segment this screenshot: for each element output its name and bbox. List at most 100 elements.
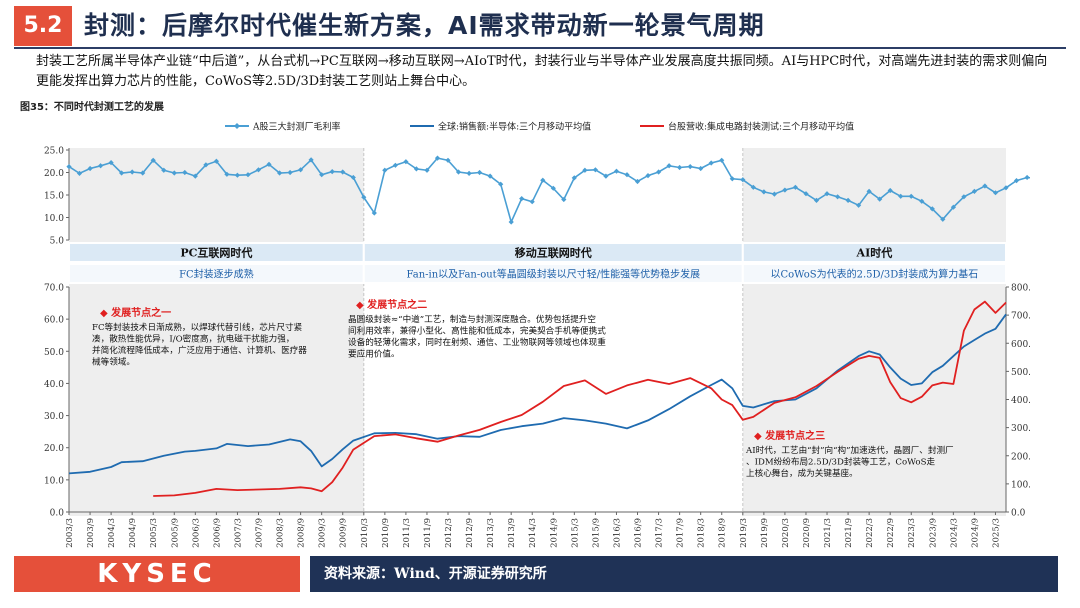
gross-margin-point (666, 163, 672, 169)
page-title: 封测：后摩尔时代催生新方案，AI需求带动新一轮景气周期 (84, 11, 765, 40)
gross-margin-point (992, 190, 999, 196)
annotation-1-line: 并简化流程降低成本，广泛应用于通信、计算机、医疗器 (92, 344, 307, 356)
source-bar: 资料来源：Wind、开源证券研究所 (310, 556, 1058, 592)
era-desc-3: 以CoWoS为代表的2.5D/3D封装成为算力基石 (770, 268, 978, 281)
gross-margin-point (266, 161, 272, 167)
gross-margin-point (908, 193, 914, 199)
gross-margin-point (740, 177, 746, 183)
gross-margin-point (961, 194, 967, 200)
gross-margin-point (498, 181, 504, 187)
era-chart: A股三大封测厂毛利率 全球:销售额:半导体:三个月移动平均值 台股营收:集成电路封装… (44, 121, 1030, 548)
x-tick-label: 2007/9 (255, 518, 265, 548)
gross-margin-point (761, 189, 767, 195)
x-tick-label: 2016/9 (634, 518, 644, 548)
annotation-1-title: ◆ 发展节点之一 (100, 306, 171, 319)
right-y-tick-label: 200.0 (1011, 452, 1030, 462)
gross-margin-point (66, 164, 72, 170)
x-tick-label: 2011/9 (423, 518, 433, 548)
gross-margin-point (203, 162, 209, 168)
era-desc-band-3 (741, 263, 1007, 284)
gross-margin-point (455, 169, 462, 175)
gross-margin-point (592, 167, 598, 173)
gross-margin-point (571, 175, 577, 181)
left-y-tick-label: 60.0 (44, 316, 64, 326)
gross-margin-point (540, 177, 546, 183)
gross-margin-point (192, 173, 198, 179)
x-tick-label: 2010/3 (360, 518, 370, 548)
gross-margin-point (856, 202, 862, 208)
gross-margin-point (813, 197, 820, 203)
gross-margin-point (782, 187, 788, 193)
gross-margin-point (561, 196, 567, 203)
era-band-3 (741, 242, 1007, 263)
gross-margin-point (603, 173, 609, 179)
gross-margin-point (171, 170, 177, 176)
x-tick-label: 2023/3 (907, 518, 917, 548)
x-tick-label: 2004/3 (107, 518, 117, 548)
gross-margin-point (729, 176, 735, 182)
gross-margin-point (687, 164, 693, 170)
gross-margin-point (771, 191, 777, 197)
era-name-2: 移动互联网时代 (515, 246, 592, 260)
era-desc-1: FC封装逐步成熟 (179, 268, 254, 281)
source-text: 资料来源：Wind、开源证券研究所 (324, 566, 547, 582)
gross-margin-point (371, 210, 377, 216)
x-tick-label: 2012/9 (465, 518, 475, 548)
left-y-tick-label: 10.0 (44, 476, 64, 486)
x-tick-label: 2010/9 (381, 518, 391, 548)
x-tick-label: 2006/3 (191, 518, 201, 548)
gross-margin-point (424, 167, 430, 173)
gross-margin-point (487, 173, 493, 179)
x-tick-label: 2006/9 (212, 518, 222, 548)
gross-margin-point (803, 191, 809, 197)
section-number: 5.2 (14, 6, 72, 46)
gross-margin-point (750, 184, 756, 190)
global-semi-sales-line (68, 313, 1007, 475)
gross-margin-point (792, 184, 798, 190)
annotation-2-line: 要应用价值。 (348, 348, 400, 360)
annotation-3-line: 、IDM纷纷布局2.5D/3D封装等工艺，CoWoS走 (746, 456, 935, 468)
x-tick-label: 2019/9 (760, 518, 770, 548)
x-tick-label: 2012/3 (444, 518, 454, 548)
gross-margin-point (392, 162, 398, 168)
x-tick-label: 2016/3 (613, 518, 623, 548)
gross-margin-point (150, 157, 156, 163)
gross-margin-point (898, 193, 904, 199)
top-y-tick-label: 5.0 (50, 237, 65, 247)
gross-margin-point (329, 169, 335, 175)
gross-margin-point (108, 160, 114, 166)
gross-margin-point (582, 167, 588, 173)
left-y-tick-label: 30.0 (44, 412, 64, 422)
right-y-tick-label: 600.0 (1011, 340, 1030, 350)
x-tick-label: 2005/3 (149, 518, 159, 548)
gross-margin-point (245, 172, 251, 178)
legend-tw-packaging-revenue: 台股营收:集成电路封装测试:三个月移动平均值 (668, 121, 854, 133)
gross-margin-point (403, 159, 409, 165)
x-tick-label: 2025/3 (992, 518, 1002, 548)
gross-margin-point (87, 165, 93, 172)
annotation-3-line: 上核心舞台，成为关键基座。 (746, 467, 858, 479)
x-tick-label: 2014/9 (549, 518, 559, 548)
x-tick-label: 2008/9 (297, 518, 307, 548)
right-y-tick-label: 700.0 (1011, 312, 1030, 322)
x-tick-label: 2008/3 (276, 518, 286, 548)
x-tick-label: 2023/9 (928, 518, 938, 548)
legend-gross-margin-marker (234, 123, 240, 129)
gross-margin-point (466, 170, 472, 176)
legend-gross-margin: A股三大封测厂毛利率 (252, 121, 341, 133)
gross-margin-point (950, 204, 956, 210)
gross-margin-point (213, 158, 219, 164)
right-y-tick-label: 300.0 (1011, 424, 1030, 434)
gross-margin-point (76, 170, 83, 176)
gross-margin-point (982, 183, 988, 189)
annotation-1-line: FC等封装技术日渐成熟，以焊球代替引线，芯片尺寸紧 (92, 321, 303, 333)
annotation-2-line: 设备的轻薄化需求，同时在射频、通信、工业物联网等领域也体现重 (348, 336, 606, 348)
x-tick-label: 2024/9 (970, 518, 980, 548)
x-tick-label: 2021/3 (823, 518, 833, 548)
x-tick-label: 2022/3 (865, 518, 875, 548)
x-tick-label: 2009/9 (339, 518, 349, 548)
gross-margin-point (350, 174, 356, 180)
gross-margin-point (645, 173, 651, 179)
gross-margin-point (382, 167, 388, 173)
top-y-tick-label: 20.0 (44, 169, 64, 179)
